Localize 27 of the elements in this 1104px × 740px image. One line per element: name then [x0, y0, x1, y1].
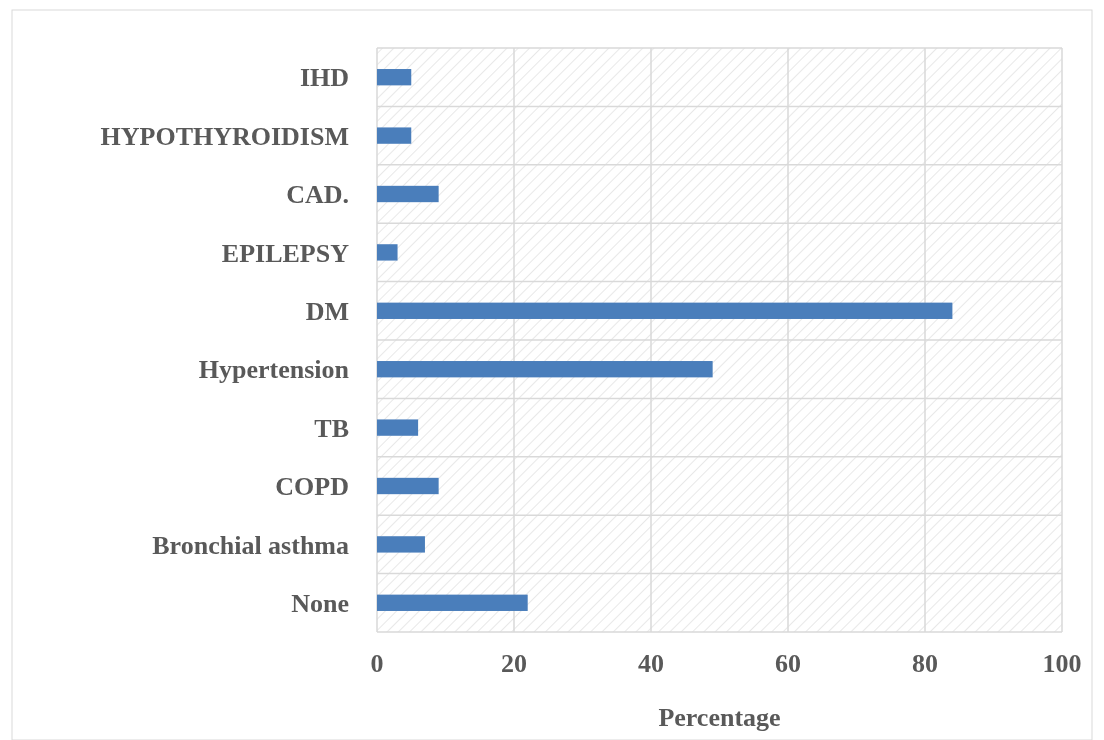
y-tick-label: Bronchial asthma: [152, 530, 349, 560]
y-tick-label: DM: [305, 296, 349, 326]
bar: [377, 536, 425, 553]
y-tick-label: IHD: [299, 63, 349, 93]
bar: [377, 185, 439, 203]
y-tick-label: COPD: [275, 472, 349, 502]
bar: [377, 69, 412, 86]
y-tick-label: Hypertension: [198, 355, 350, 385]
bar: [377, 361, 713, 378]
bar: [377, 127, 412, 144]
bar: [377, 419, 419, 436]
bar: [377, 477, 439, 495]
x-tick-label: 80: [912, 649, 938, 678]
y-tick-label: EPILEPSY: [221, 238, 350, 268]
x-tick-label: 60: [775, 649, 801, 678]
x-tick-label: 0: [370, 649, 384, 678]
y-tick-label: CAD.: [286, 180, 349, 210]
y-tick-label: None: [291, 588, 349, 618]
bar: [377, 244, 398, 261]
y-tick-label: TB: [314, 413, 349, 443]
x-tick-label: 40: [638, 649, 664, 678]
x-tick-label: 100: [1042, 649, 1082, 678]
x-axis-title: Percentage: [658, 703, 781, 732]
x-tick-label: 20: [501, 649, 527, 678]
y-tick-label: HYPOTHYROIDISM: [100, 121, 349, 151]
bar: [377, 302, 953, 319]
bar: [377, 594, 528, 611]
